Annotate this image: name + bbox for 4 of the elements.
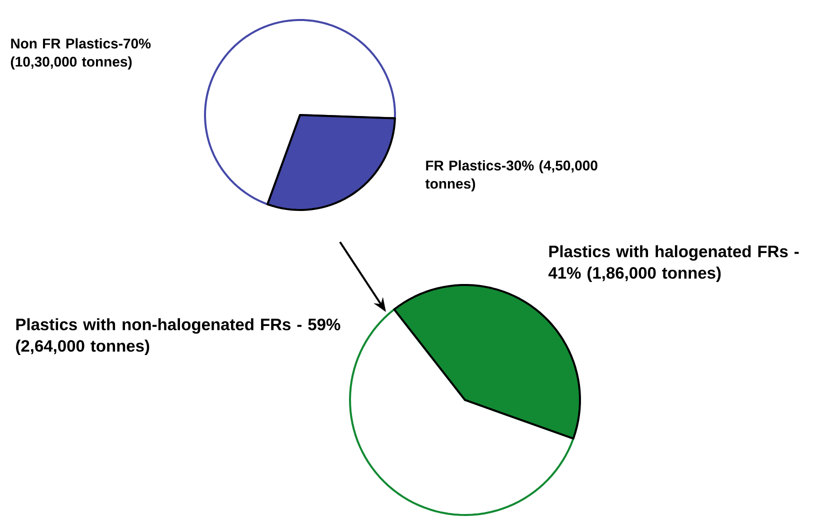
slice-label: Non FR Plastics-70% (10,30,000 tonnes): [10, 38, 151, 70]
slice-label: Plastics with non-halogenated FRs - 59% (2,64,000 tonnes): [16, 318, 340, 356]
slice-label: FR Plastics-30% (4,50,000 tonnes): [425, 160, 598, 192]
slice-label: Plastics with halogenated FRs - 41% (1,86,000 tonnes): [548, 245, 799, 282]
